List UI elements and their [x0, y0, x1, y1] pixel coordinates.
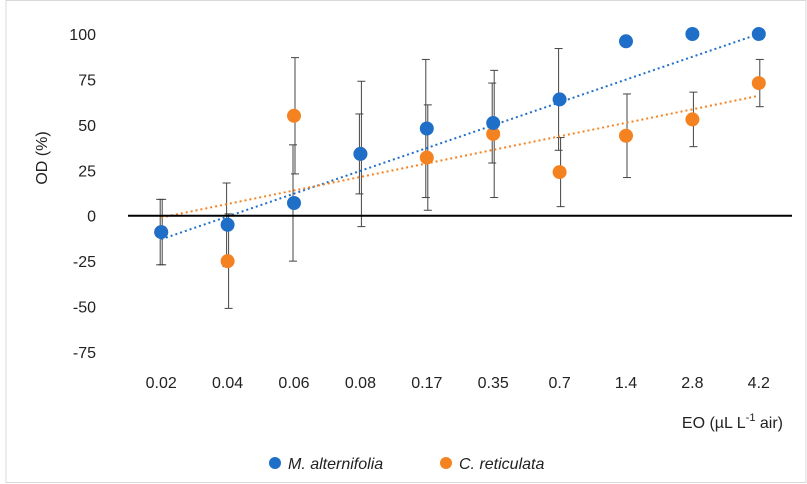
- data-point: [353, 146, 368, 161]
- data-point: [486, 116, 501, 131]
- y-axis-title: OD (%): [34, 131, 51, 184]
- x-tick-label: 4.2: [748, 375, 770, 392]
- x-tick-label: 0.17: [411, 375, 442, 392]
- legend-marker-m-alternifolia: [269, 457, 281, 469]
- y-tick-label: 50: [78, 118, 96, 135]
- trendline: [161, 94, 759, 219]
- trendlines: [160, 33, 760, 241]
- chart-frame: [5, 0, 807, 483]
- y-tick-label: 0: [87, 209, 96, 226]
- x-tick-label: 0.08: [345, 375, 376, 392]
- data-point: [419, 121, 434, 136]
- legend-label-c-reticulata: C. reticulata: [459, 456, 544, 473]
- x-tick-label: 0.04: [212, 375, 243, 392]
- y-tick-label: 25: [78, 163, 96, 180]
- y-tick-label: -50: [73, 300, 96, 317]
- data-point: [552, 92, 567, 107]
- legend-marker-c-reticulata: [440, 457, 452, 469]
- x-axis-title-superscript: -1: [746, 412, 756, 424]
- x-tick-label: 0.02: [146, 375, 177, 392]
- x-tick-label: 0.7: [548, 375, 570, 392]
- data-point: [751, 27, 766, 41]
- y-tick-label: 100: [69, 27, 96, 44]
- x-axis-title-prefix: EO (µL L: [682, 415, 746, 432]
- trendline: [160, 33, 760, 241]
- data-point: [751, 76, 766, 91]
- data-point: [287, 108, 301, 123]
- data-point: [685, 27, 700, 41]
- data-point: [685, 112, 700, 127]
- data-point: [552, 165, 567, 180]
- error-bars: [156, 48, 764, 309]
- y-tick-label: -25: [73, 254, 96, 271]
- y-tick-label: -75: [73, 345, 96, 362]
- x-tick-labels: 0.02 0.04 0.06 0.08 0.17 0.35 0.7 1.4 2.8 4.2: [146, 375, 770, 392]
- data-point: [619, 128, 633, 143]
- x-tick-label: 0.06: [278, 375, 309, 392]
- data-point: [154, 225, 169, 240]
- data-point: [220, 254, 235, 269]
- data-points: [154, 27, 766, 269]
- legend: M. alternifolia C. reticulata: [269, 456, 544, 473]
- x-tick-label: 0.35: [478, 375, 509, 392]
- data-point: [486, 126, 501, 141]
- x-axis-title: EO (µL L-1 air): [682, 412, 783, 432]
- legend-label-m-alternifolia: M. alternifolia: [288, 456, 383, 473]
- data-point: [419, 150, 434, 165]
- x-tick-label: 1.4: [615, 375, 637, 392]
- x-tick-label: 2.8: [681, 375, 703, 392]
- data-point: [287, 195, 301, 210]
- data-point: [619, 34, 633, 49]
- data-point: [220, 217, 235, 232]
- y-tick-label: 75: [78, 72, 96, 89]
- y-tick-labels: 100 75 50 25 0 -25 -50 -75: [69, 27, 96, 362]
- x-axis-title-suffix: air): [755, 415, 783, 432]
